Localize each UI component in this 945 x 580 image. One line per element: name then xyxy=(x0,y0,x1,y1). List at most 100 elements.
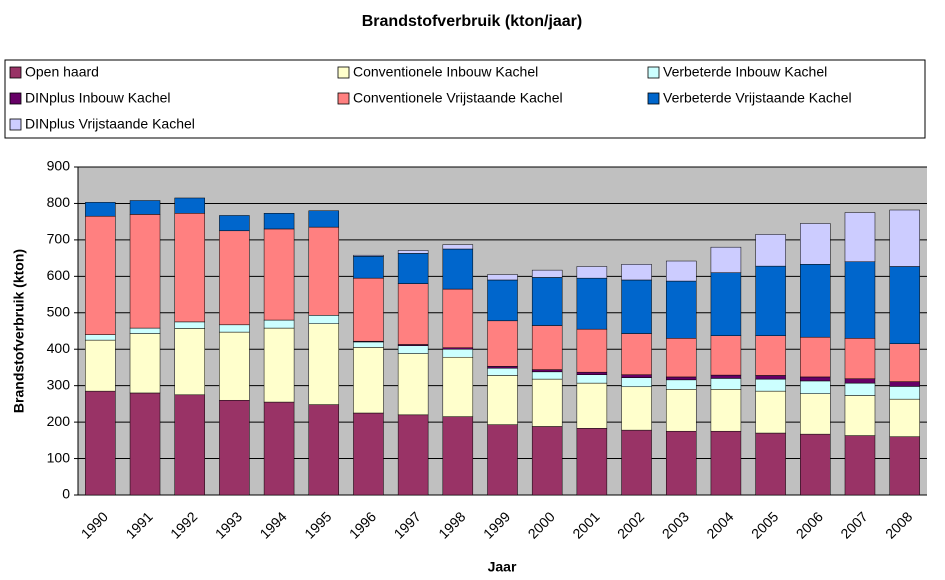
bar-segment xyxy=(755,378,786,392)
legend-swatch xyxy=(9,92,22,105)
bar-segment xyxy=(844,338,876,379)
x-tick-label: 1991 xyxy=(122,508,155,541)
bar-segment xyxy=(263,327,295,403)
bar-segment xyxy=(442,356,474,417)
bar-segment xyxy=(174,213,205,323)
bar-segment xyxy=(308,323,340,405)
bar-segment xyxy=(621,386,652,431)
bar-segment xyxy=(800,376,831,382)
bar-segment xyxy=(263,401,295,496)
x-tick-label: 2005 xyxy=(748,508,781,541)
x-tick-label: 2004 xyxy=(703,508,736,541)
bar-segment xyxy=(174,197,205,214)
bar-segment xyxy=(665,379,697,390)
bar-segment xyxy=(800,380,831,394)
y-tick-label: 0 xyxy=(62,486,70,502)
bar-segment xyxy=(710,389,742,432)
bar-segment xyxy=(665,376,697,381)
bar-segment xyxy=(487,320,518,367)
bar-segment xyxy=(844,435,876,496)
legend-swatch xyxy=(647,66,660,79)
bar-segment xyxy=(710,374,742,379)
bar-segment xyxy=(129,214,161,329)
bar-segment xyxy=(129,333,161,394)
bar-segment xyxy=(85,202,116,217)
legend-label: DINplus Inbouw Kachel xyxy=(25,90,171,106)
x-tick-label: 2000 xyxy=(525,508,558,541)
x-tick-label: 1996 xyxy=(346,508,379,541)
bar-segment xyxy=(710,378,742,390)
bar-segment xyxy=(844,395,876,436)
bar-segment xyxy=(710,335,742,376)
legend-swatch xyxy=(337,92,350,105)
bar-segment xyxy=(487,274,518,281)
x-tick-label: 2002 xyxy=(614,508,647,541)
bar-segment xyxy=(129,327,161,334)
legend-swatch xyxy=(337,66,350,79)
x-tick-label: 1993 xyxy=(212,508,245,541)
bar-segment xyxy=(665,280,697,339)
legend-label: Conventionele Vrijstaande Kachel xyxy=(353,90,563,106)
bar-segment xyxy=(353,347,384,414)
bar-segment xyxy=(487,279,518,322)
bar-segment xyxy=(85,339,116,392)
bar-segment xyxy=(487,424,518,496)
bar-segment xyxy=(531,269,563,278)
bar-segment xyxy=(665,260,697,282)
bar-segment xyxy=(531,369,563,373)
y-tick-label: 400 xyxy=(47,340,71,356)
bar-segment xyxy=(397,283,429,345)
bar-segment xyxy=(889,266,920,345)
bar-segment xyxy=(889,386,920,400)
bar-segment xyxy=(755,432,786,496)
bar-segment xyxy=(844,261,876,339)
bar-segment xyxy=(621,279,652,334)
x-axis-title: Jaar xyxy=(488,559,517,575)
bar-segment xyxy=(129,392,161,496)
bar-segment xyxy=(710,246,742,273)
bar-segment xyxy=(621,264,652,281)
bar-segment xyxy=(442,248,474,290)
legend-label: Conventionele Inbouw Kachel xyxy=(353,64,538,80)
bar-segment xyxy=(353,341,384,348)
bar-segment xyxy=(487,367,518,376)
bar-segment xyxy=(397,253,429,284)
bar-segment xyxy=(621,429,652,496)
bar-segment xyxy=(576,266,608,279)
x-tick-label: 1994 xyxy=(256,508,289,541)
bar-segment xyxy=(800,393,831,435)
x-tick-label: 2001 xyxy=(569,508,602,541)
x-tick-label: 1990 xyxy=(78,508,111,541)
bar-segment xyxy=(576,328,608,373)
bar-segment xyxy=(576,371,608,375)
bar-segment xyxy=(576,277,608,330)
bar-segment xyxy=(442,348,474,358)
bar-segment xyxy=(576,382,608,429)
bar-segment xyxy=(442,416,474,496)
bar-segment xyxy=(665,430,697,496)
bar-segment xyxy=(85,215,116,335)
bar-segment xyxy=(263,213,295,230)
y-tick-label: 100 xyxy=(47,449,71,465)
y-tick-label: 300 xyxy=(47,376,71,392)
x-tick-label: 1998 xyxy=(435,508,468,541)
bar-segment xyxy=(442,244,474,250)
x-tick-label: 1997 xyxy=(391,508,424,541)
bar-segment xyxy=(621,377,652,388)
bar-segment xyxy=(487,375,518,425)
bar-segment xyxy=(844,382,876,396)
bar-segment xyxy=(800,433,831,496)
legend-label: DINplus Vrijstaande Kachel xyxy=(25,116,195,132)
bar-segment xyxy=(353,412,384,496)
bar-segment xyxy=(397,250,429,254)
bar-segment xyxy=(174,321,205,329)
bar-segment xyxy=(531,325,563,370)
y-tick-label: 700 xyxy=(47,231,71,247)
y-tick-label: 800 xyxy=(47,194,71,210)
bar-segment xyxy=(755,390,786,434)
bar-segment xyxy=(219,215,250,232)
bar-segment xyxy=(755,265,786,336)
bar-segment xyxy=(889,343,920,382)
bar-segment xyxy=(755,335,786,376)
